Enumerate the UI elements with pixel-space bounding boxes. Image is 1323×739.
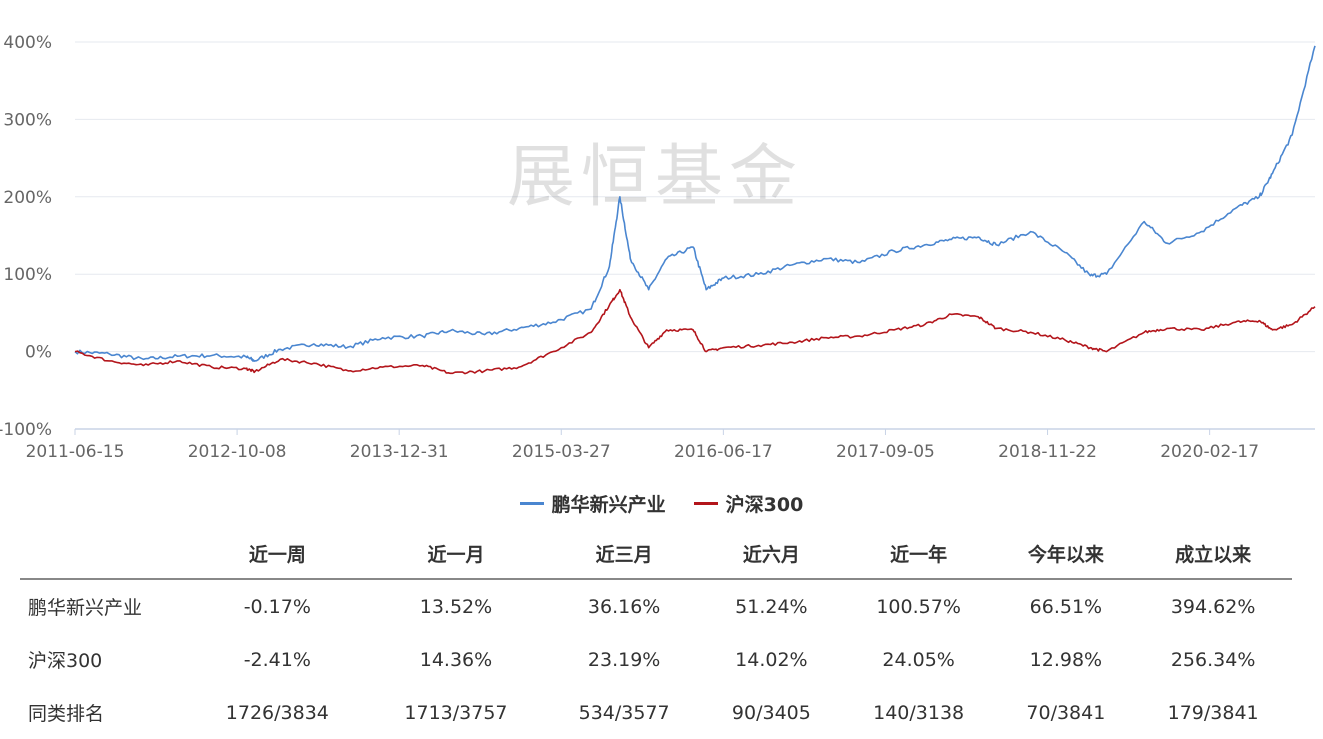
table-cell: 14.36% [419,648,493,671]
x-tick-label: 2011-06-15 [26,442,125,462]
table-header-6month: 近六月 [703,528,840,580]
row-label: 沪深300 [28,650,103,672]
watermark-text: 展恒基金 [507,138,803,217]
table-cell: 256.34% [1170,648,1256,671]
table-cell: -2.41% [243,648,311,671]
x-tick-label: 2017-09-05 [836,442,935,462]
table-cell: 24.05% [882,648,955,671]
legend-item-index[interactable]: 沪深300 [693,490,804,517]
table-cell: 1726/3834 [225,701,329,724]
x-tick-label: 2012-10-08 [188,442,287,462]
table-cell: 140/3138 [873,701,965,724]
table-cell: 66.51% [1029,595,1103,618]
table-cell: 394.62% [1170,595,1256,618]
legend-swatch-fund [519,501,544,505]
table-cell: 90/3405 [731,701,811,724]
table-row-index: 沪深300 -2.41% 14.36% 23.19% 14.02% 24.05%… [20,633,1292,686]
row-label: 鹏华新兴产业 [28,597,143,619]
table-header-blank [20,528,188,580]
legend-label-index: 沪深300 [725,493,804,516]
table-cell: 70/3841 [1026,701,1106,724]
x-tick-label: 2018-11-22 [998,442,1097,462]
series-line-index [74,288,1316,375]
table-cell: 534/3577 [578,701,670,724]
y-tick-label: 400% [3,33,52,53]
table-cell: 12.98% [1029,648,1103,671]
table-header-year: 近一年 [839,528,998,580]
legend-swatch-index [693,501,718,505]
table-header-week: 近一周 [188,528,367,580]
table-cell: 179/3841 [1167,701,1259,724]
y-tick-label: 200% [3,188,52,208]
table-cell: 36.16% [587,595,661,618]
table-row-fund: 鹏华新兴产业 -0.17% 13.52% 36.16% 51.24% 100.5… [20,579,1292,633]
table-cell: -0.17% [243,595,311,618]
x-tick-label: 2015-03-27 [512,442,611,462]
legend-item-fund[interactable]: 鹏华新兴产业 [519,490,666,517]
table-header-month: 近一月 [366,528,546,580]
y-tick-label: 100% [3,265,52,285]
table-cell: 100.57% [876,595,961,618]
chart-legend: 鹏华新兴产业 沪深300 [0,488,1323,518]
table-row-rank: 同类排名 1726/3834 1713/3757 534/3577 90/340… [20,686,1292,739]
x-tick-label: 2020-02-17 [1160,442,1259,462]
x-tick-label: 2016-06-17 [674,442,773,462]
y-tick-label: 0% [25,343,52,363]
y-tick-label: 300% [3,110,52,130]
legend-label-fund: 鹏华新兴产业 [551,493,666,516]
table-cell: 51.24% [735,595,808,618]
table-cell: 1713/3757 [404,701,508,724]
table-cell: 14.02% [735,648,808,671]
series-line-fund [74,45,1316,363]
table-cell: 13.52% [419,595,493,618]
table-header-ytd: 今年以来 [997,528,1135,580]
x-tick-label: 2013-12-31 [350,442,449,462]
y-tick-label: -100% [0,420,52,440]
performance-table: 近一周 近一月 近三月 近六月 近一年 今年以来 成立以来 鹏华新兴产业 -0.… [20,528,1292,739]
table-header-inception: 成立以来 [1134,528,1292,580]
table-header-3month: 近三月 [545,528,703,580]
table-cell: 23.19% [587,648,661,671]
row-label: 同类排名 [28,703,105,725]
table-header-row: 近一周 近一月 近三月 近六月 近一年 今年以来 成立以来 [20,528,1292,580]
performance-line-chart: -100% 0% 100% 200% 300% 400% 展恒基金 2011-06-15 201… [0,33,1316,462]
